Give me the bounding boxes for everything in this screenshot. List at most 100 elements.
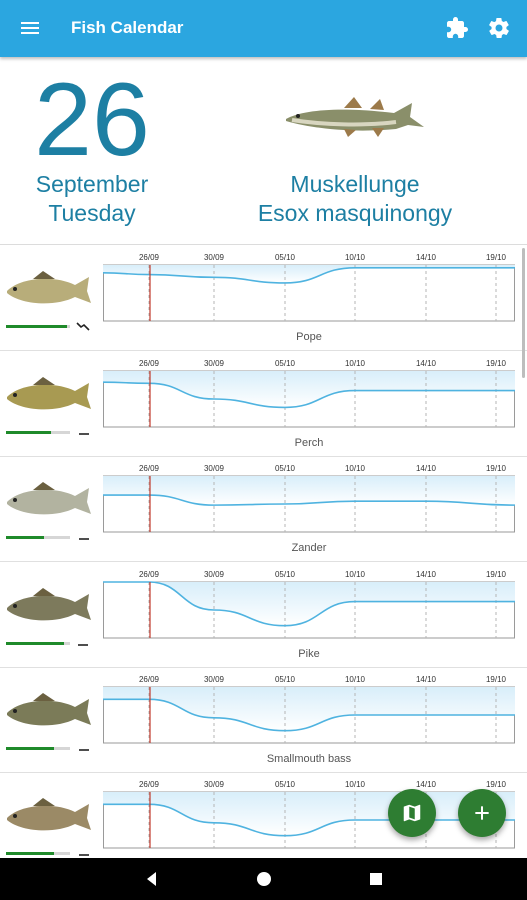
trend-icon xyxy=(79,433,89,435)
fish-name-label: Pike xyxy=(298,648,320,660)
menu-icon[interactable] xyxy=(18,16,42,40)
date-tick-label: 05/10 xyxy=(275,780,296,789)
featured-fish-image xyxy=(286,97,424,137)
date-tick-label: 30/09 xyxy=(204,675,225,684)
date-tick-label: 19/10 xyxy=(486,675,507,684)
chart-area xyxy=(103,582,515,626)
activity-curve xyxy=(103,581,515,627)
date-tick-label: 30/09 xyxy=(204,359,225,368)
date-tick-label: 30/09 xyxy=(204,464,225,473)
trend-icon xyxy=(76,322,90,331)
system-nav-bar xyxy=(0,858,527,900)
trend-icon xyxy=(78,644,88,646)
activity-level-bar xyxy=(6,852,70,855)
fish-thumbnail xyxy=(7,377,91,410)
activity-curve xyxy=(103,698,515,732)
date-tick-label: 10/10 xyxy=(345,780,366,789)
puzzle-icon[interactable] xyxy=(445,16,469,40)
date-tick-label: 19/10 xyxy=(486,359,507,368)
fish-row[interactable]: 26/09 30/09 05/10 10/10 14/10 19/10 Pike xyxy=(0,562,527,668)
trend-icon xyxy=(79,749,89,751)
fish-thumbnail xyxy=(7,693,91,726)
date-tick-label: 14/10 xyxy=(416,675,437,684)
date-tick-label: 19/10 xyxy=(486,780,507,789)
fish-row[interactable]: 26/09 30/09 05/10 10/10 14/10 19/10 Pope xyxy=(0,245,527,351)
chart-area xyxy=(103,265,515,283)
date-tick-label: 14/10 xyxy=(416,464,437,473)
date-tick-label: 26/09 xyxy=(139,570,160,579)
fish-thumbnail xyxy=(7,798,91,831)
home-icon[interactable] xyxy=(255,870,273,888)
date-day: 26 xyxy=(34,62,150,178)
scrollbar[interactable] xyxy=(522,248,525,378)
date-tick-label: 19/10 xyxy=(486,570,507,579)
today-panel: 26 September Tuesday Muskellunge Esox ma… xyxy=(0,57,527,245)
activity-curve xyxy=(103,494,515,506)
map-button[interactable] xyxy=(388,789,436,837)
date-tick-label: 14/10 xyxy=(416,780,437,789)
fish-thumbnail xyxy=(7,482,91,515)
date-tick-label: 30/09 xyxy=(204,253,225,262)
activity-chart: 26/09 30/09 05/10 10/10 14/10 19/10 xyxy=(103,570,515,639)
date-tick-label: 14/10 xyxy=(416,253,437,262)
date-tick-label: 19/10 xyxy=(486,464,507,473)
fish-name-label: Perch xyxy=(294,437,324,449)
activity-level-bar xyxy=(6,747,70,750)
add-button[interactable] xyxy=(458,789,506,837)
featured-fish-scientific-name: Esox masquinongy xyxy=(257,200,453,226)
activity-level-bar xyxy=(6,431,70,434)
date-tick-label: 19/10 xyxy=(486,253,507,262)
app-bar: Fish Calendar xyxy=(0,0,527,57)
date-tick-label: 26/09 xyxy=(139,253,160,262)
fish-row[interactable]: 26/09 30/09 05/10 10/10 14/10 19/10 Perch xyxy=(0,351,527,457)
gear-icon[interactable] xyxy=(487,16,511,40)
activity-chart: 26/09 30/09 05/10 10/10 14/10 19/10 xyxy=(103,253,515,322)
date-tick-label: 26/09 xyxy=(139,359,160,368)
back-icon[interactable] xyxy=(143,870,161,888)
date-tick-label: 10/10 xyxy=(345,464,366,473)
activity-level-bar xyxy=(6,536,70,539)
trend-icon xyxy=(79,854,89,856)
fish-row[interactable]: 26/09 30/09 05/10 10/10 14/10 19/10 Zander xyxy=(0,456,527,562)
activity-chart: 26/09 30/09 05/10 10/10 14/10 19/10 xyxy=(103,780,515,849)
map-icon xyxy=(403,804,421,822)
date-tick-label: 05/10 xyxy=(275,675,296,684)
activity-chart: 26/09 30/09 05/10 10/10 14/10 19/10 xyxy=(103,464,515,533)
trend-icon xyxy=(79,538,89,540)
activity-curve xyxy=(103,381,515,409)
fish-name-label: Zander xyxy=(291,542,327,554)
date-tick-label: 30/09 xyxy=(204,780,225,789)
fish-thumbnail xyxy=(7,588,91,621)
date-tick-label: 05/10 xyxy=(275,359,296,368)
date-tick-label: 30/09 xyxy=(204,570,225,579)
chart-area xyxy=(103,476,515,506)
activity-chart: 26/09 30/09 05/10 10/10 14/10 19/10 xyxy=(103,359,515,428)
fish-row[interactable]: 26/09 30/09 05/10 10/10 14/10 19/10 Smallmouth… xyxy=(0,667,527,773)
date-tick-label: 05/10 xyxy=(275,253,296,262)
date-tick-label: 26/09 xyxy=(139,780,160,789)
date-tick-label: 05/10 xyxy=(275,464,296,473)
date-tick-label: 26/09 xyxy=(139,464,160,473)
recents-icon[interactable] xyxy=(367,870,385,888)
fish-thumbnail xyxy=(7,271,91,304)
date-tick-label: 14/10 xyxy=(416,359,437,368)
activity-chart: 26/09 30/09 05/10 10/10 14/10 19/10 xyxy=(103,675,515,744)
date-tick-label: 10/10 xyxy=(345,675,366,684)
date-tick-label: 10/10 xyxy=(345,359,366,368)
plus-icon xyxy=(475,806,489,820)
activity-level-bar xyxy=(6,325,70,328)
featured-fish-common-name: Muskellunge xyxy=(290,171,420,197)
date-tick-label: 26/09 xyxy=(139,675,160,684)
fish-name-label: Smallmouth bass xyxy=(266,753,352,765)
date-month: September xyxy=(35,171,149,197)
date-tick-label: 05/10 xyxy=(275,570,296,579)
chart-area xyxy=(103,687,515,731)
date-tick-label: 14/10 xyxy=(416,570,437,579)
activity-curve xyxy=(103,267,515,284)
date-weekday: Tuesday xyxy=(48,200,136,226)
date-tick-label: 10/10 xyxy=(345,253,366,262)
app-title: Fish Calendar xyxy=(71,18,184,37)
date-tick-label: 10/10 xyxy=(345,570,366,579)
fish-name-label: Pope xyxy=(296,331,322,343)
activity-level-bar xyxy=(6,642,70,645)
